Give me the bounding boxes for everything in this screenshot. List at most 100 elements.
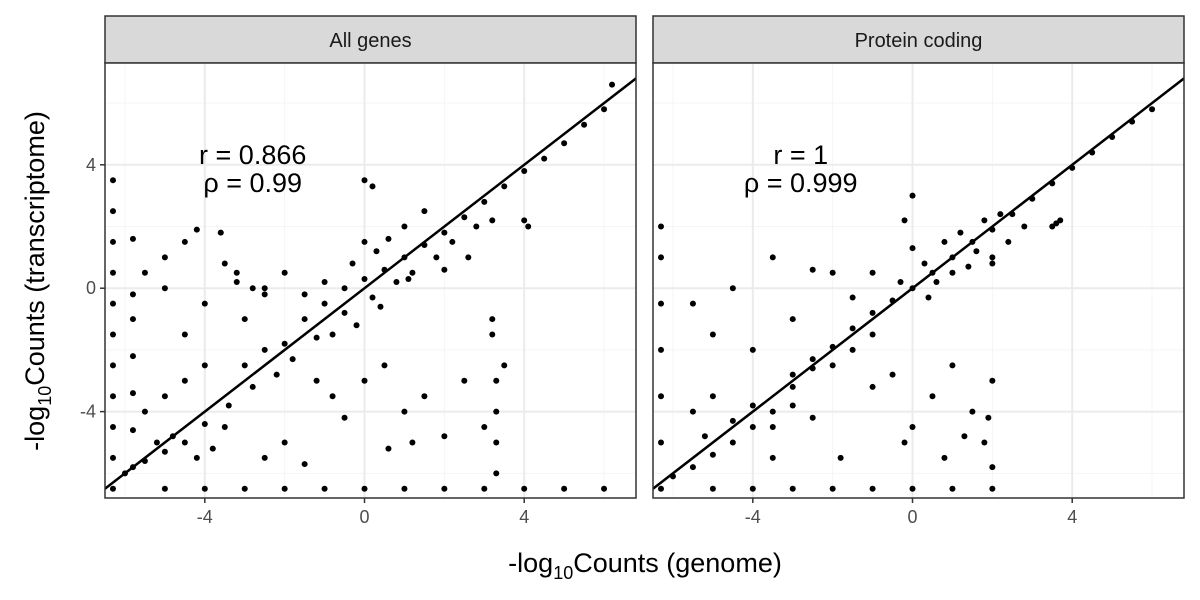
correlation-annotation: ρ = 0.999 xyxy=(744,168,858,198)
data-point xyxy=(729,285,736,292)
data-point xyxy=(281,485,288,492)
data-point xyxy=(989,254,996,261)
data-points xyxy=(657,106,1156,492)
x-tick-label: -4 xyxy=(197,507,213,527)
data-point xyxy=(969,408,976,415)
data-point xyxy=(709,393,716,400)
data-point xyxy=(329,393,336,400)
data-point xyxy=(109,485,116,492)
data-point xyxy=(869,269,876,276)
data-point xyxy=(249,285,256,292)
y-tick-label: 0 xyxy=(86,278,96,298)
data-point xyxy=(1005,238,1012,245)
data-point xyxy=(321,300,328,307)
data-point xyxy=(749,346,756,353)
data-point xyxy=(369,183,376,190)
data-point xyxy=(493,377,500,384)
data-point xyxy=(361,238,368,245)
plot-background xyxy=(653,63,1184,498)
data-point xyxy=(161,393,168,400)
data-point xyxy=(481,424,488,431)
data-point xyxy=(161,285,168,292)
data-point xyxy=(985,414,992,421)
data-point xyxy=(957,229,964,236)
data-point xyxy=(441,485,448,492)
data-point xyxy=(221,424,228,431)
x-tick-label: 0 xyxy=(908,507,918,527)
data-point xyxy=(749,402,756,409)
data-point xyxy=(909,485,916,492)
data-point xyxy=(349,260,356,267)
data-point xyxy=(401,223,408,230)
data-point xyxy=(973,248,980,255)
data-point xyxy=(261,346,268,353)
data-point xyxy=(809,414,816,421)
data-point xyxy=(109,300,116,307)
reference-line xyxy=(105,77,636,490)
data-point xyxy=(965,263,972,270)
data-point xyxy=(369,294,376,301)
data-point xyxy=(361,377,368,384)
data-point xyxy=(981,439,988,446)
data-point xyxy=(901,439,908,446)
data-point xyxy=(997,211,1004,218)
data-point xyxy=(201,300,208,307)
data-point xyxy=(837,454,844,461)
data-point xyxy=(109,331,116,338)
data-point xyxy=(109,362,116,369)
data-point xyxy=(353,322,360,329)
data-point xyxy=(241,485,248,492)
data-point xyxy=(129,390,136,397)
data-point xyxy=(385,235,392,242)
data-point xyxy=(769,454,776,461)
data-point xyxy=(849,325,856,332)
data-point xyxy=(401,408,408,415)
data-point xyxy=(809,356,816,363)
x-tick-label: 4 xyxy=(519,507,529,527)
data-point xyxy=(129,235,136,242)
data-point xyxy=(289,356,296,363)
data-point xyxy=(109,208,116,215)
data-point xyxy=(501,362,508,369)
data-point xyxy=(769,408,776,415)
correlation-annotation: r = 1 xyxy=(773,140,828,170)
data-point xyxy=(221,260,228,267)
facet-strip xyxy=(104,15,637,64)
data-point xyxy=(933,279,940,286)
data-point xyxy=(601,106,608,113)
data-point xyxy=(421,208,428,215)
data-point xyxy=(313,377,320,384)
data-point xyxy=(361,485,368,492)
data-point xyxy=(161,448,168,455)
data-point xyxy=(421,393,428,400)
data-point xyxy=(981,217,988,224)
data-point xyxy=(321,485,328,492)
data-point xyxy=(209,445,216,452)
data-point xyxy=(789,485,796,492)
data-point xyxy=(869,383,876,390)
data-point xyxy=(393,279,400,286)
data-point xyxy=(689,408,696,415)
data-point xyxy=(301,316,308,323)
data-point xyxy=(561,485,568,492)
data-point xyxy=(481,485,488,492)
data-point xyxy=(889,371,896,378)
data-point xyxy=(341,309,348,316)
data-point xyxy=(201,485,208,492)
data-point xyxy=(789,371,796,378)
data-point xyxy=(501,183,508,190)
data-point xyxy=(941,238,948,245)
data-point xyxy=(609,81,616,88)
y-axis-title: -log10Counts (transcriptome) xyxy=(20,111,55,451)
data-point xyxy=(441,266,448,273)
data-point xyxy=(109,177,116,184)
data-point xyxy=(1057,217,1064,224)
data-point xyxy=(601,485,608,492)
panel-border xyxy=(652,62,1185,499)
data-point xyxy=(949,362,956,369)
data-point xyxy=(377,303,384,310)
correlation-annotation: ρ = 0.99 xyxy=(203,168,302,198)
data-point xyxy=(525,223,532,230)
